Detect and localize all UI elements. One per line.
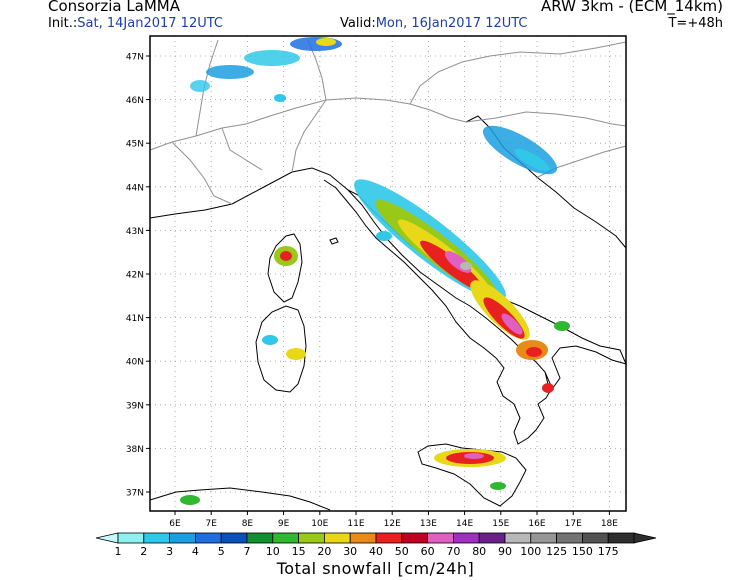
colorbar-title: Total snowfall [cm/24h] bbox=[276, 559, 475, 578]
coastlines bbox=[149, 115, 627, 511]
lon-label: 17E bbox=[565, 519, 582, 529]
colorbar-swatch bbox=[452, 532, 480, 544]
init-time: Init.:Sat, 14Jan2017 12UTC bbox=[48, 16, 223, 31]
colorbar-swatch bbox=[272, 532, 299, 544]
colorbar-level-label: 20 bbox=[317, 545, 331, 558]
lon-label: 9E bbox=[278, 519, 290, 529]
colorbar-swatch bbox=[556, 532, 583, 544]
colorbar-swatch bbox=[375, 532, 403, 544]
elba-coast bbox=[329, 237, 339, 245]
apennine-snow bbox=[354, 179, 570, 393]
lat-label: 45N bbox=[126, 140, 144, 150]
snowfall-shading bbox=[180, 37, 570, 505]
lon-label: 10E bbox=[311, 519, 328, 529]
africa-coast bbox=[149, 487, 331, 511]
colorbar-swatch bbox=[607, 532, 635, 544]
colorbar-level-label: 150 bbox=[572, 545, 593, 558]
colorbar-level-label: 100 bbox=[520, 545, 541, 558]
colorbar-arrow-right bbox=[633, 532, 657, 544]
colorbar-level-label: 15 bbox=[292, 545, 306, 558]
colorbar-level-label: 4 bbox=[192, 545, 199, 558]
colorbar-level-label: 60 bbox=[421, 545, 435, 558]
colorbar-swatch bbox=[401, 532, 428, 544]
adriatic-east-coast bbox=[465, 115, 627, 249]
colorbar-swatch bbox=[582, 532, 609, 544]
sardinia-coast bbox=[255, 305, 307, 393]
lat-label: 43N bbox=[126, 227, 144, 237]
colorbar-level-label: 7 bbox=[244, 545, 251, 558]
lon-label: 12E bbox=[384, 519, 401, 529]
colorbar-swatch bbox=[169, 532, 196, 544]
lon-label: 6E bbox=[169, 519, 181, 529]
lat-label: 40N bbox=[126, 358, 144, 368]
colorbar-swatch bbox=[220, 532, 248, 544]
valid-label: Valid: bbox=[340, 16, 376, 31]
islands-snow bbox=[180, 246, 306, 505]
colorbar-swatch bbox=[349, 532, 377, 544]
colorbar: 1 2 3 4 5 7 10 15 20 30 40 50 60 70 80 90 100 125 150 175 bbox=[95, 532, 657, 558]
colorbar-level-label: 10 bbox=[266, 545, 280, 558]
colorbar-level-label: 70 bbox=[446, 545, 460, 558]
latitude-labels: 47N 46N 45N 44N 43N 42N 41N 40N 39N 38N 37N bbox=[126, 53, 150, 499]
colorbar-level-label: 125 bbox=[546, 545, 567, 558]
lon-label: 18E bbox=[601, 519, 618, 529]
lat-label: 39N bbox=[126, 401, 144, 411]
lat-label: 47N bbox=[126, 53, 144, 63]
balkan-snow bbox=[482, 125, 558, 175]
valid-time: Valid:Mon, 16Jan2017 12UTC bbox=[340, 16, 528, 31]
lat-label: 41N bbox=[126, 314, 144, 324]
sicily-snow bbox=[434, 449, 506, 490]
colorbar-level-label: 5 bbox=[218, 545, 225, 558]
valid-value: Mon, 16Jan2017 12UTC bbox=[375, 16, 528, 31]
longitude-labels: 6E 7E 8E 9E 10E 11E 12E 13E 14E 15E 16E 17E 18E bbox=[169, 511, 618, 529]
colorbar-level-label: 1 bbox=[115, 545, 122, 558]
colorbar-swatch bbox=[427, 532, 454, 544]
colorbar-swatch bbox=[323, 532, 351, 544]
lon-label: 13E bbox=[420, 519, 437, 529]
forecast-timestep: T=+48h bbox=[668, 16, 723, 31]
lon-label: 16E bbox=[528, 519, 545, 529]
lon-label: 14E bbox=[456, 519, 473, 529]
model-title: ARW 3km - (ECM_14km) bbox=[541, 0, 723, 15]
colorbar-level-label: 3 bbox=[166, 545, 173, 558]
corsica-coast bbox=[267, 233, 303, 303]
lat-label: 38N bbox=[126, 445, 144, 455]
map-frame bbox=[149, 35, 627, 512]
colorbar-level-label: 2 bbox=[140, 545, 147, 558]
init-label: Init.: bbox=[48, 16, 78, 31]
colorbar-level-label: 90 bbox=[498, 545, 512, 558]
lon-label: 8E bbox=[242, 519, 254, 529]
lon-label: 15E bbox=[492, 519, 509, 529]
sicily-coast bbox=[417, 443, 527, 507]
lon-label: 11E bbox=[347, 519, 364, 529]
colorbar-swatch bbox=[530, 532, 557, 544]
colorbar-swatch bbox=[194, 532, 222, 544]
lat-label: 42N bbox=[126, 271, 144, 281]
colorbar-swatch bbox=[298, 532, 325, 544]
init-value: Sat, 14Jan2017 12UTC bbox=[77, 16, 223, 31]
colorbar-level-label: 175 bbox=[598, 545, 619, 558]
alps-snow bbox=[190, 37, 342, 102]
lon-label: 7E bbox=[205, 519, 217, 529]
colorbar-swatch bbox=[246, 532, 274, 544]
colorbar-level-label: 80 bbox=[472, 545, 486, 558]
colorbar-swatch bbox=[143, 532, 171, 544]
colorbar-swatch bbox=[504, 532, 532, 544]
colorbar-swatch bbox=[117, 532, 145, 544]
colorbar-arrow-left bbox=[95, 532, 119, 544]
country-borders bbox=[149, 39, 627, 205]
colorbar-level-label: 40 bbox=[369, 545, 383, 558]
lat-label: 44N bbox=[126, 183, 144, 193]
colorbar-level-label: 50 bbox=[395, 545, 409, 558]
lat-label: 37N bbox=[126, 489, 144, 499]
lat-lon-grid bbox=[150, 36, 626, 511]
lat-label: 46N bbox=[126, 96, 144, 106]
colorbar-swatch bbox=[478, 532, 506, 544]
organization-title: Consorzia LaMMA bbox=[48, 0, 181, 15]
colorbar-level-label: 30 bbox=[343, 545, 357, 558]
